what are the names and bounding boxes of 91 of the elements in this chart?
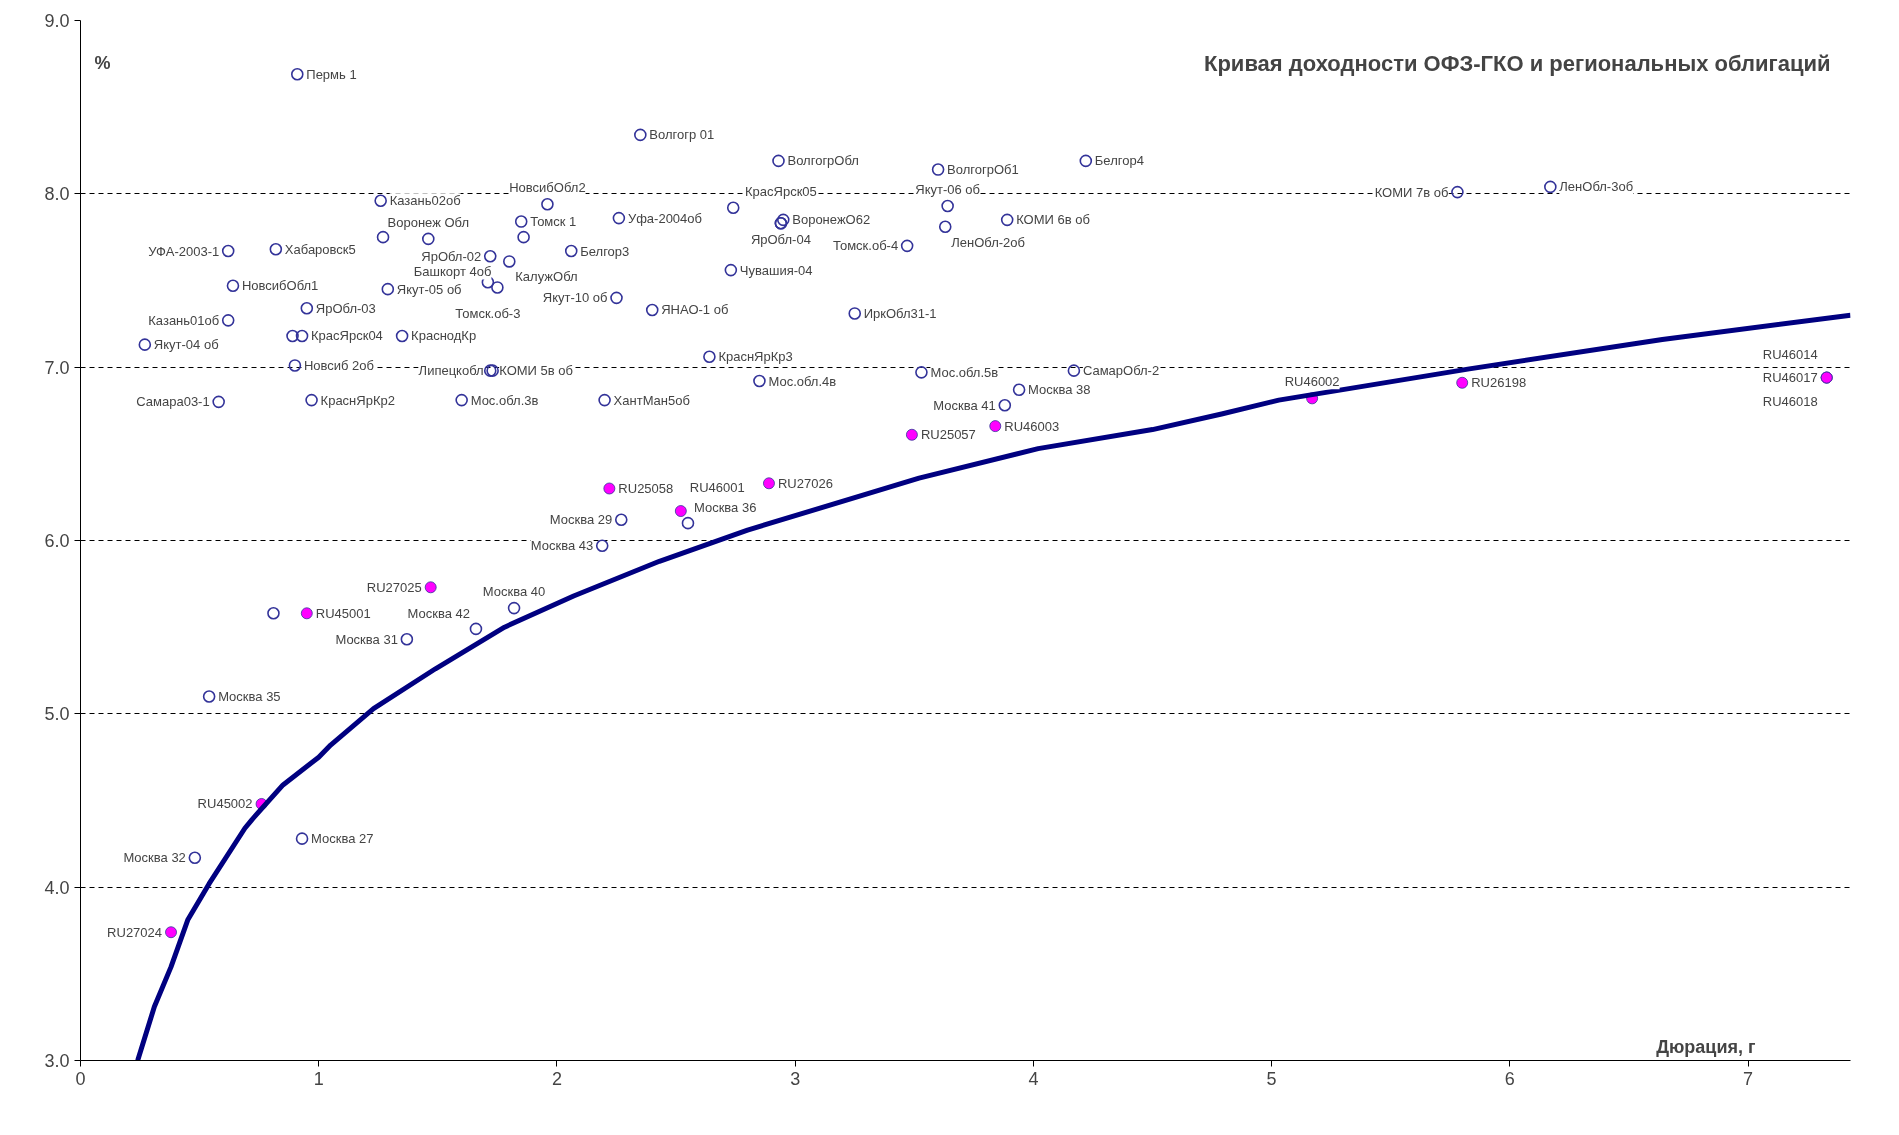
annotation: ЛенОбл-3об: [1559, 179, 1634, 195]
y-axis-title: %: [94, 52, 111, 73]
annotation: RU46017: [1762, 370, 1818, 386]
x-tick-label: 7: [1743, 1068, 1754, 1089]
annotation: RU27025: [366, 579, 422, 595]
annotation: RU46003: [1004, 418, 1060, 434]
annotation: RU27026: [777, 475, 833, 491]
annotation: Москва 38: [1028, 382, 1091, 398]
y-tick-label: 3.0: [44, 1051, 70, 1071]
annotation: Москва 29: [549, 512, 613, 528]
annotation: Москва 36: [693, 500, 757, 516]
annotation: Белгор3: [580, 243, 630, 259]
annotation: НовсибОбл2: [509, 180, 586, 196]
annotation: КОМИ 6в об: [1016, 212, 1090, 228]
annotation: RU46001: [689, 480, 745, 496]
x-tick-label: 5: [1266, 1068, 1277, 1089]
annotation: Якут-05 об: [396, 281, 462, 297]
annotation: ИркОбл31-1: [863, 305, 937, 321]
y-tick-label: 5.0: [44, 704, 70, 725]
annotation: КОМИ 5в об: [499, 363, 573, 379]
x-tick-label: 2: [551, 1068, 562, 1089]
annotation: Москва 31: [335, 631, 398, 647]
annotation: Новсиб 2об: [303, 357, 375, 373]
annotation: RU45001: [315, 605, 371, 621]
annotation: ЯНАО-1 об: [661, 302, 729, 318]
y-tick-label: 7.0: [44, 357, 70, 378]
y-tick-label: 9.0: [44, 11, 70, 31]
annotation: ЯрОбл-03: [315, 300, 376, 316]
annotation: Белгор4: [1094, 153, 1144, 169]
annotation: ЛенОбл-2об: [951, 234, 1025, 250]
annotation: СамарОбл-2: [1082, 363, 1160, 379]
annotation: Якут-06 об: [915, 181, 981, 197]
annotation: Москва 42: [407, 605, 470, 621]
annotation: Казань02об: [389, 193, 461, 209]
annotation: ВолгогрОбл: [787, 153, 859, 169]
annotation: Самара03-1: [136, 394, 210, 410]
annotation: КОМИ 7в об: [1374, 184, 1449, 200]
annotation: ХантМан5об: [613, 392, 690, 408]
annotation: КраснЯрКр3: [718, 349, 793, 365]
annotation: ВоронежО62: [792, 212, 871, 228]
annotation: RU26198: [1471, 375, 1527, 391]
annotation: RU46018: [1762, 393, 1818, 409]
annotation: Уфа-2004об: [627, 210, 702, 226]
y-tick-label: 6.0: [44, 531, 70, 551]
annotation: Казань01об: [148, 312, 220, 328]
annotation: Москва 27: [311, 831, 374, 847]
annotation: Пермь 1: [306, 66, 357, 82]
annotation: ЯрОбл-04: [750, 232, 811, 248]
x-axis-title: Дюрация, г: [1656, 1036, 1756, 1057]
text: Кривая доходности ОФЗ-ГКО и региональных облигаций: [1203, 50, 1831, 76]
y-tick-label: 8.0: [44, 184, 70, 205]
y-tick-label: 4.0: [44, 877, 70, 898]
annotation: Москва 35: [218, 689, 281, 704]
annotation: RU25058: [618, 481, 674, 496]
annotation: RU46014: [1762, 346, 1818, 362]
x-tick-label: 4: [1028, 1068, 1039, 1089]
annotation: Липецкобл: [418, 363, 484, 379]
x-tick-label: 1: [313, 1068, 324, 1089]
annotation: RU46002: [1284, 374, 1340, 390]
annotation: Чувашия-04: [739, 262, 813, 278]
annotation: НовсибОбл1: [241, 278, 319, 294]
annotation: Томск 1: [530, 214, 577, 230]
x-tick-label: 3: [790, 1068, 801, 1089]
annotation: Башкорт 4об: [413, 264, 492, 280]
annotation: ЯрОбл-02: [421, 248, 482, 264]
annotation: Москва 41: [933, 397, 996, 413]
annotation: Хабаровск5: [284, 241, 356, 257]
annotation: Томск.об-4: [833, 238, 899, 254]
annotation: КраснЯрКр2: [320, 392, 395, 408]
annotation: RU45002: [197, 796, 253, 812]
annotation: Мос.обл.4в: [768, 373, 837, 389]
annotation: Москва 43: [530, 538, 594, 554]
annotation: Томск.об-3: [455, 306, 521, 322]
annotation: КрасЯрск05: [744, 184, 817, 200]
annotation: Мос.обл.5в: [930, 364, 999, 380]
x-tick-label: 6: [1504, 1068, 1515, 1089]
annotation: Волгогр 01: [649, 127, 715, 143]
annotation: Москва 40: [482, 584, 546, 600]
annotation: Якут-10 об: [542, 290, 608, 306]
annotation: RU25057: [920, 427, 976, 443]
annotation: УФА-2003-1: [148, 243, 220, 259]
annotation: Мос.обл.3в: [470, 392, 539, 408]
annotation: ВолгогрОб1: [947, 162, 1019, 178]
x-tick-label: 0: [75, 1068, 86, 1089]
annotation: КраснодКр: [411, 328, 477, 344]
annotation: Якут-04 об: [153, 337, 219, 353]
annotation: КрасЯрск04: [311, 328, 383, 344]
annotation: Москва 32: [123, 850, 186, 866]
annotation: RU27024: [107, 924, 163, 940]
annotation: КалужОбл: [515, 269, 578, 285]
annotation: Воронеж Обл: [387, 214, 470, 230]
